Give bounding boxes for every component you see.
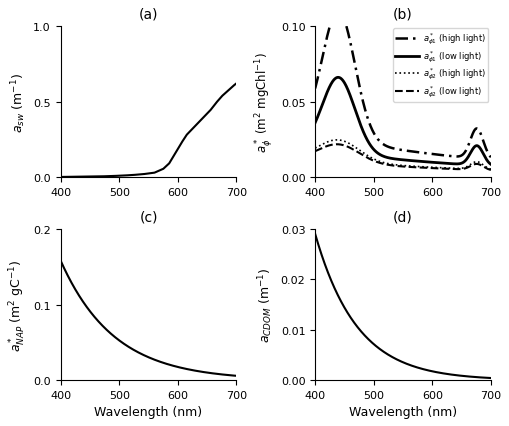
X-axis label: Wavelength (nm): Wavelength (nm)	[95, 406, 203, 418]
Y-axis label: $a^*_\phi$ (m$^2$ mgChl$^{-1}$): $a^*_\phi$ (m$^2$ mgChl$^{-1}$)	[253, 52, 275, 153]
Legend: $a^*_{\phi 1}$ (high light), $a^*_{\phi 1}$ (low light), $a^*_{\phi 2}$ (high li: $a^*_{\phi 1}$ (high light), $a^*_{\phi …	[393, 29, 489, 102]
Title: (b): (b)	[393, 8, 413, 21]
X-axis label: Wavelength (nm): Wavelength (nm)	[349, 406, 457, 418]
Title: (c): (c)	[139, 210, 158, 224]
Y-axis label: $a_{sw}$ (m$^{-1}$): $a_{sw}$ (m$^{-1}$)	[9, 72, 27, 132]
Title: (d): (d)	[393, 210, 413, 224]
Title: (a): (a)	[139, 8, 158, 21]
Y-axis label: $a_{CDOM}$ (m$^{-1}$): $a_{CDOM}$ (m$^{-1}$)	[257, 267, 275, 343]
Y-axis label: $a^*_{NAP}$ (m$^2$ gC$^{-1}$): $a^*_{NAP}$ (m$^2$ gC$^{-1}$)	[8, 259, 27, 351]
